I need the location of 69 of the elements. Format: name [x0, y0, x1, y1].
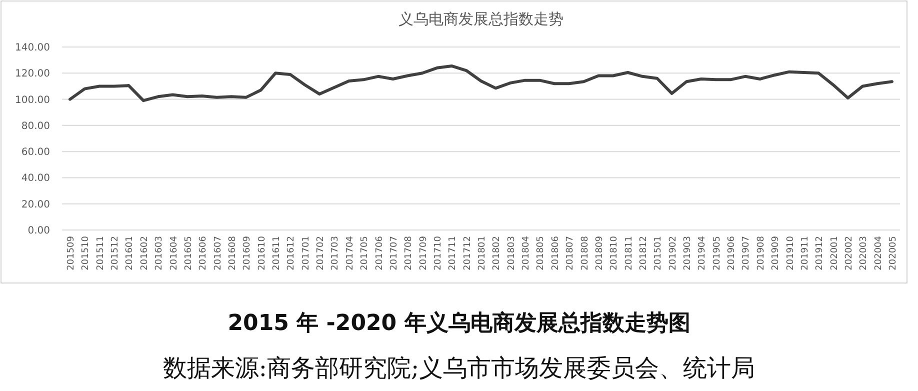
x-tick-label: 202002	[844, 236, 854, 270]
x-tick-label: 201805	[536, 236, 546, 270]
x-tick-label: 201606	[198, 236, 209, 270]
chart-title: 义乌电商发展总指数走势	[398, 10, 564, 28]
x-tick-label: 201512	[110, 236, 121, 270]
x-tick-label: 201604	[169, 236, 180, 270]
x-tick-label: 201707	[389, 236, 400, 270]
x-tick-label: 201607	[213, 236, 224, 270]
y-tick-label: 20.00	[21, 199, 50, 210]
x-tick-label: 201911	[800, 236, 810, 270]
source-note: 数据来源:商务部研究院;义乌市市场发展委员会、统计局	[162, 354, 756, 382]
y-tick-label: 60.00	[21, 147, 50, 158]
y-tick-label: 0.00	[28, 226, 50, 236]
x-tick-label: 201702	[316, 236, 326, 270]
x-tick-label: 201810	[610, 236, 620, 270]
x-tick-label: 201807	[566, 236, 576, 270]
x-tick-label: 201511	[96, 236, 106, 270]
x-tick-label: 201609	[242, 236, 253, 270]
x-tick-label: 201703	[330, 236, 341, 270]
x-tick-label: 201712	[462, 236, 473, 270]
x-tick-label: 201909	[771, 236, 782, 270]
y-tick-label: 120.00	[15, 68, 50, 80]
x-tick-label: 201812	[638, 236, 649, 270]
x-tick-label: 201808	[580, 236, 590, 270]
x-tick-label: 202003	[859, 236, 870, 270]
x-tick-label: 201811	[624, 236, 634, 270]
x-tick-label: 201605	[184, 236, 194, 270]
x-tick-label: 201705	[360, 236, 370, 270]
line-series	[68, 64, 894, 102]
x-tick-label: 201706	[374, 236, 385, 270]
x-tick-label: 201804	[522, 236, 532, 270]
x-tick-label: 202005	[888, 236, 898, 270]
x-tick-label: 201905	[712, 236, 722, 270]
y-tick-label: 40.00	[21, 173, 50, 184]
x-tick-label: 201904	[698, 236, 708, 270]
x-tick-label: 201704	[345, 236, 356, 270]
x-tick-label: 201701	[301, 236, 312, 270]
x-tick-label: 202004	[874, 236, 884, 270]
x-tick-label: 201803	[506, 236, 517, 270]
y-tick-label: 100.00	[15, 94, 50, 106]
x-tick-label: 201906	[727, 236, 738, 270]
x-tick-label: 201908	[756, 236, 766, 270]
x-tick-label: 201612	[286, 236, 297, 270]
x-tick-label: 201802	[492, 236, 502, 270]
x-tick-label: 201903	[683, 236, 693, 270]
x-tick-label: 201708	[404, 236, 414, 270]
x-tick-label: 201610	[257, 236, 268, 270]
x-tick-label: 201602	[140, 236, 150, 270]
x-tick-label: 201907	[742, 236, 752, 270]
x-tick-label: 201601	[125, 236, 136, 270]
x-tick-label: 201902	[668, 236, 678, 270]
x-tick-label: 201710	[433, 236, 444, 270]
x-tick-label: 201709	[418, 236, 429, 270]
x-tick-label: 201806	[550, 236, 561, 270]
x-tick-label: 201501	[654, 236, 664, 270]
x-tick-label: 201509	[66, 236, 76, 270]
x-tick-label: 201603	[154, 236, 165, 270]
x-tick-label: 201711	[448, 236, 458, 270]
x-tick-label: 201809	[594, 236, 605, 270]
x-tick-label: 201912	[815, 236, 826, 270]
y-tick-label: 80.00	[21, 120, 50, 132]
y-tick-label: 140.00	[15, 42, 50, 54]
text: 2015 年 -2020 年义乌电商发展总指数走势图	[228, 310, 690, 336]
x-tick-label: 201801	[478, 236, 488, 270]
x-tick-label: 202001	[830, 236, 840, 270]
x-tick-label: 201611	[272, 236, 282, 270]
x-tick-label: 201510	[81, 236, 92, 270]
x-tick-label: 201608	[228, 236, 238, 270]
x-tick-label: 201910	[786, 236, 796, 270]
